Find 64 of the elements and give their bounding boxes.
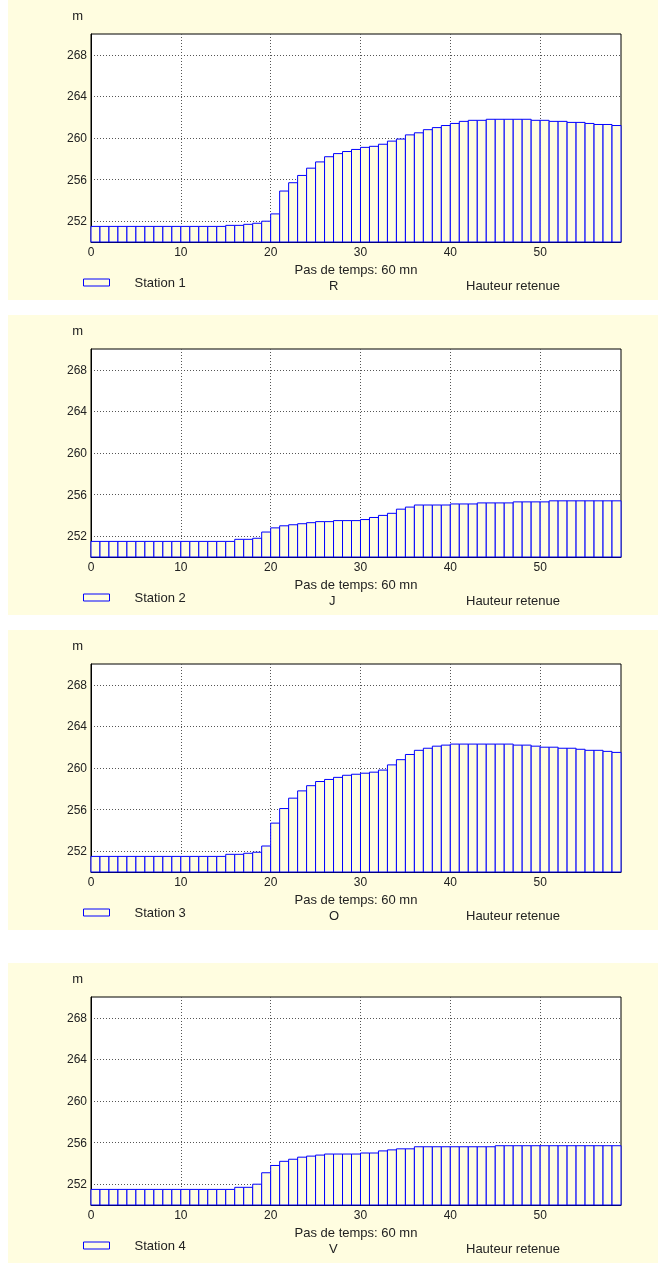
text: O — [329, 908, 340, 923]
x-tick-label: 30 — [353, 1208, 368, 1222]
x-tick-label: 0 — [87, 1208, 95, 1222]
text: Hauteur retenue — [466, 1241, 560, 1256]
legend-label: Station 2 — [134, 590, 186, 605]
y-tick-label: 268 — [66, 1010, 88, 1025]
x-tick-label: 50 — [533, 245, 548, 259]
x-tick-label: 20 — [263, 245, 278, 259]
y-tick-label: 260 — [66, 1094, 88, 1108]
legend-label: Station 3 — [134, 905, 186, 920]
x-tick-label: 30 — [353, 245, 368, 259]
y-tick-label: 260 — [66, 131, 88, 145]
y-axis-title: m — [72, 8, 83, 23]
text: Hauteur retenue — [466, 278, 560, 293]
text: R — [329, 278, 339, 293]
x-tick-label: 50 — [533, 1208, 548, 1222]
x-tick-label: 20 — [263, 1208, 278, 1222]
text: Hauteur retenue — [466, 908, 560, 923]
x-tick-label: 40 — [443, 875, 458, 889]
y-tick-label: 256 — [66, 802, 88, 817]
x-tick-label: 50 — [533, 560, 548, 574]
x-tick-label: 40 — [443, 560, 458, 574]
legend-label: Station 4 — [134, 1238, 186, 1253]
x-tick-label: 30 — [353, 875, 368, 889]
text: Hauteur retenue — [466, 593, 560, 608]
y-tick-label: 268 — [66, 677, 88, 692]
x-tick-label: 10 — [174, 875, 188, 889]
y-tick-label: 264 — [66, 404, 88, 419]
y-tick-label: 260 — [66, 761, 88, 775]
x-tick-label: 10 — [174, 245, 188, 259]
x-tick-label: 10 — [174, 560, 188, 574]
x-tick-label: 0 — [87, 245, 95, 259]
text: J — [329, 593, 336, 608]
x-tick-label: 20 — [263, 875, 278, 889]
y-tick-label: 268 — [66, 47, 88, 62]
legend-label: Station 1 — [134, 275, 186, 290]
y-tick-label: 256 — [66, 1135, 88, 1150]
y-tick-label: 252 — [66, 1177, 88, 1192]
x-axis-title: Pas de temps: 60 mn — [294, 1224, 418, 1240]
x-axis-title: Pas de temps: 60 mn — [294, 891, 418, 907]
y-axis-title: m — [72, 323, 83, 338]
y-tick-label: 264 — [66, 719, 88, 734]
x-tick-label: 0 — [87, 875, 95, 889]
y-tick-label: 264 — [66, 89, 88, 104]
y-tick-label: 256 — [66, 172, 88, 187]
y-axis-title: m — [72, 971, 83, 986]
y-tick-label: 252 — [66, 214, 88, 229]
y-tick-label: 260 — [66, 446, 88, 460]
y-tick-label: 252 — [66, 844, 88, 859]
y-tick-label: 252 — [66, 529, 88, 544]
y-axis-title: m — [72, 638, 83, 653]
y-tick-label: 268 — [66, 362, 88, 377]
y-tick-label: 264 — [66, 1052, 88, 1067]
x-axis-title: Pas de temps: 60 mn — [294, 576, 418, 592]
x-tick-label: 20 — [263, 560, 278, 574]
x-tick-label: 30 — [353, 560, 368, 574]
x-tick-label: 50 — [533, 875, 548, 889]
x-tick-label: 40 — [443, 1208, 458, 1222]
x-tick-label: 0 — [87, 560, 95, 574]
y-tick-label: 256 — [66, 487, 88, 502]
x-axis-title: Pas de temps: 60 mn — [294, 261, 418, 277]
x-tick-label: 40 — [443, 245, 458, 259]
x-tick-label: 10 — [174, 1208, 188, 1222]
text: V — [329, 1241, 338, 1256]
